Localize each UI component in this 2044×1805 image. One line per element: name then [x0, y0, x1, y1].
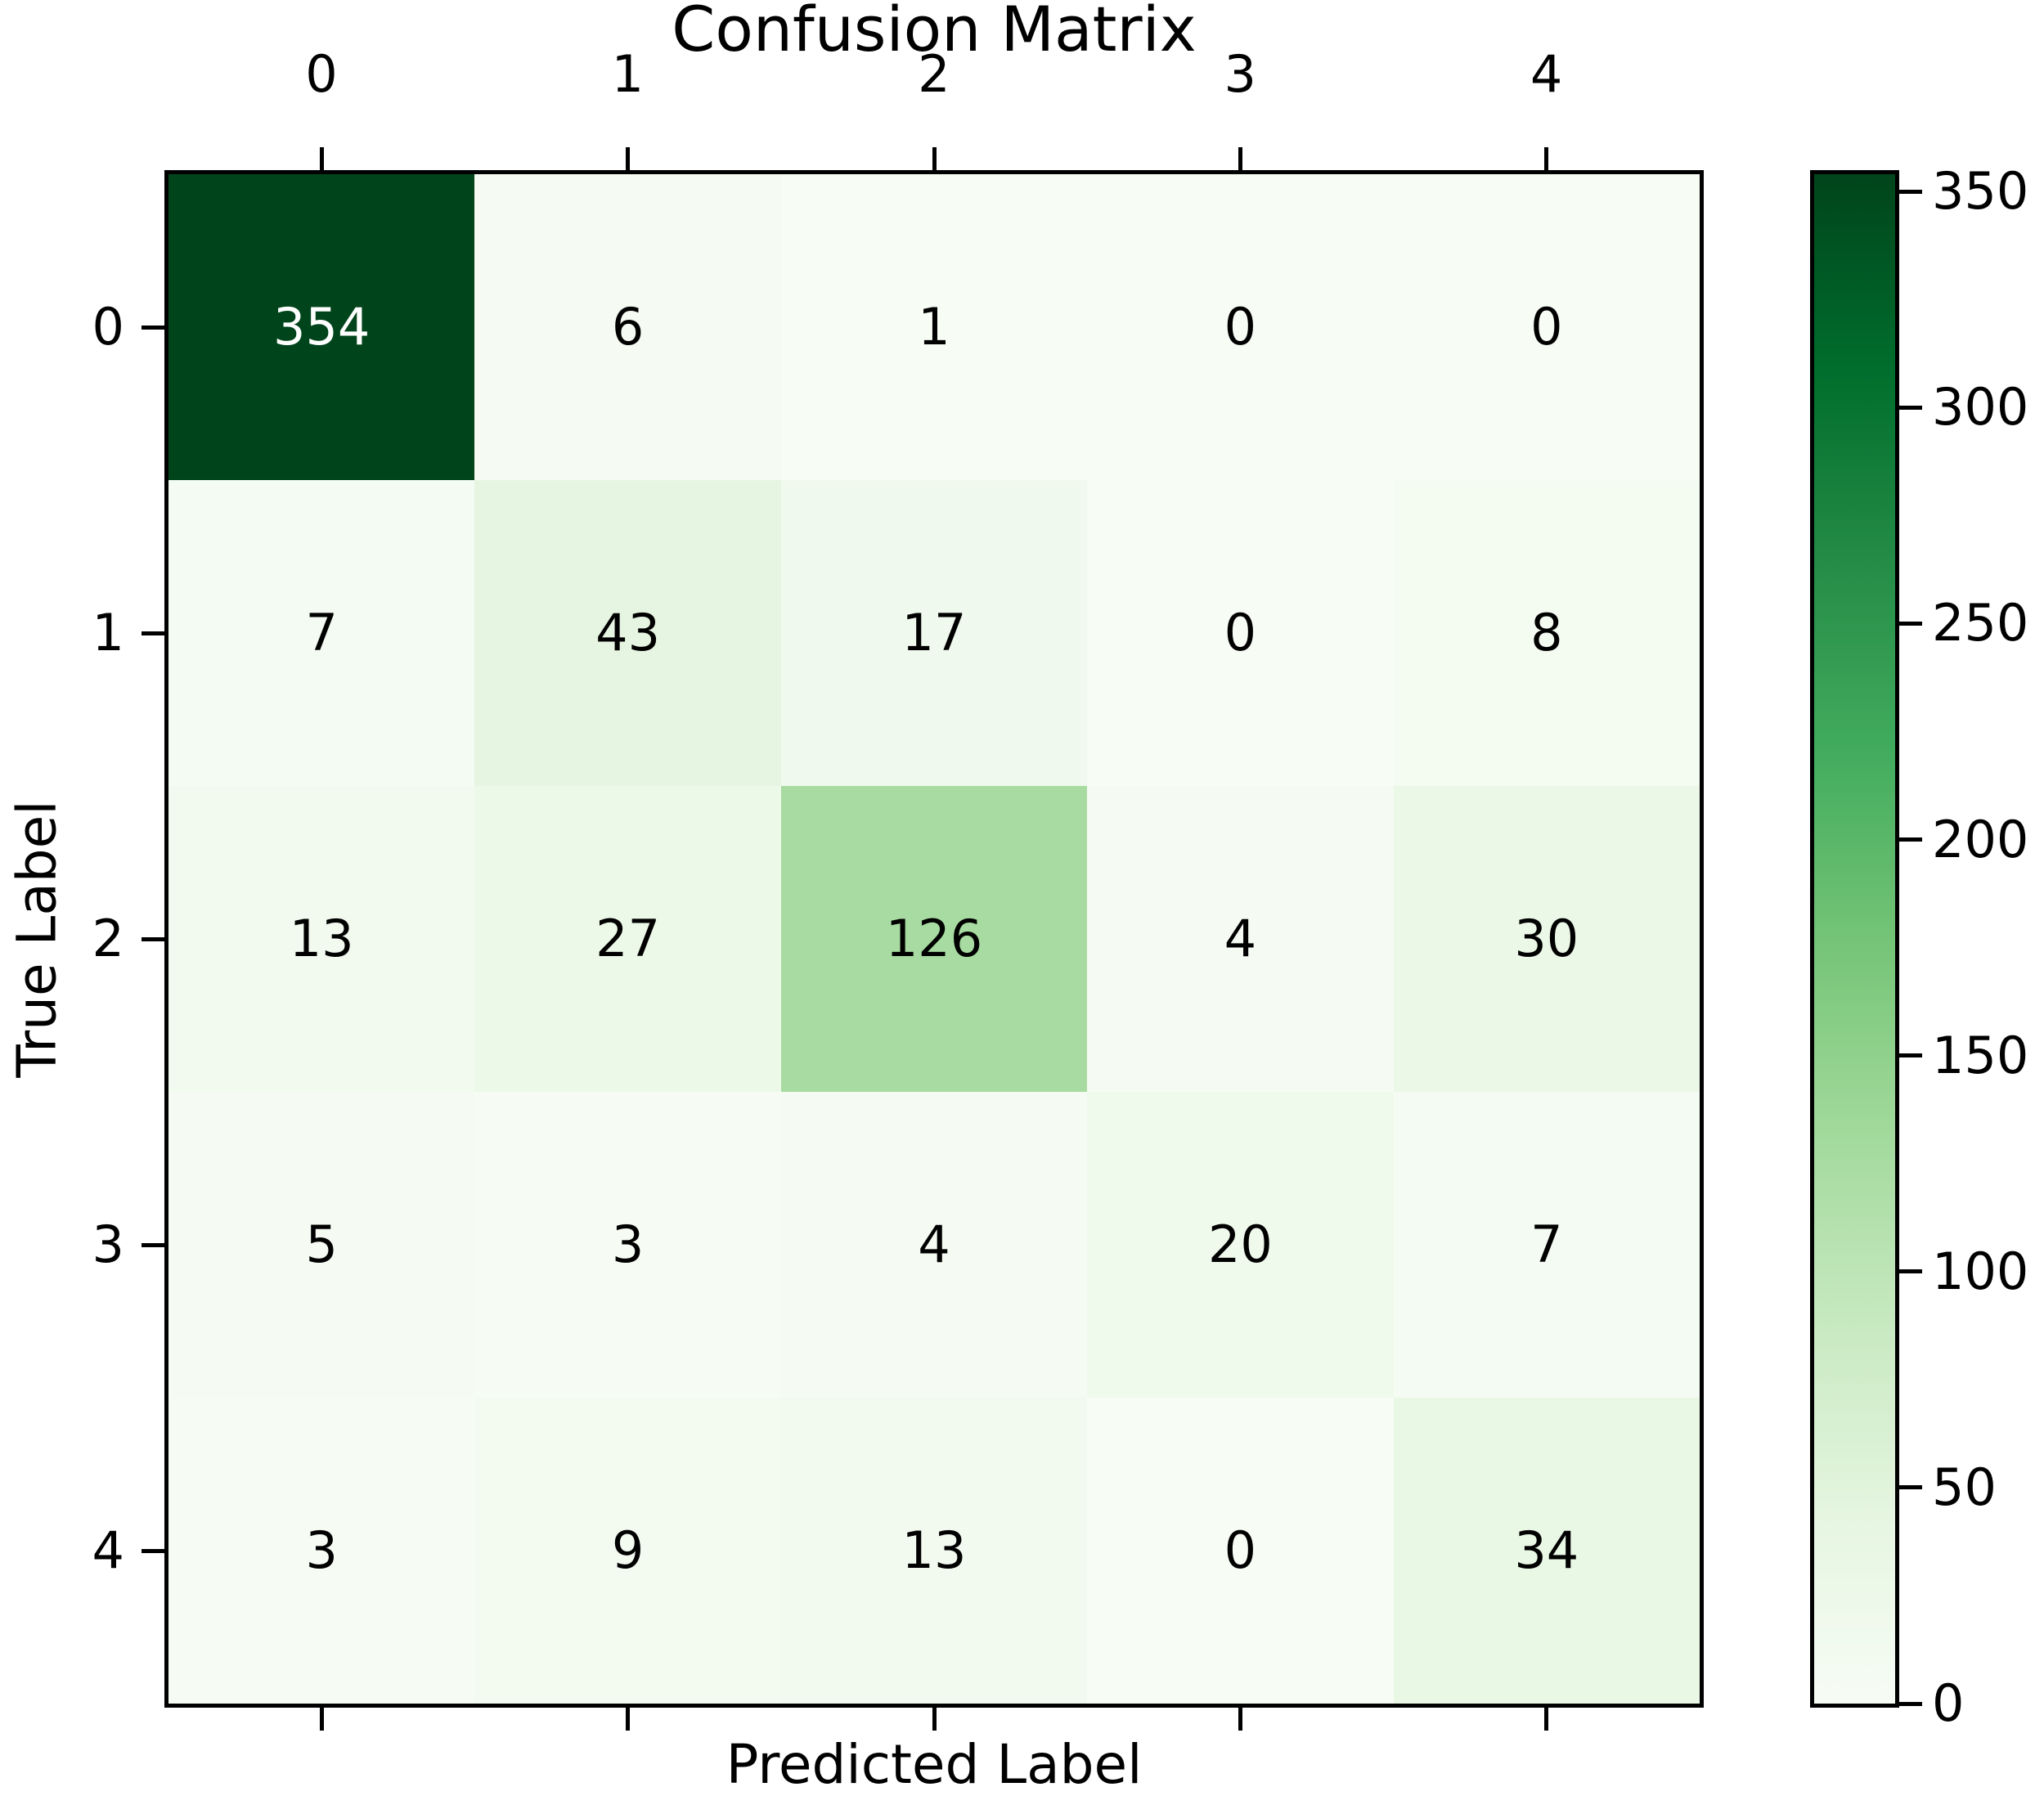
heatmap-cell-r0c1: 6	[474, 174, 781, 480]
x-tick-mark-top	[1238, 147, 1242, 170]
x-tick-label: 0	[305, 44, 338, 104]
plot-title: Confusion Matrix	[672, 0, 1197, 65]
cell-value: 4	[1224, 909, 1257, 968]
heatmap-cell-r3c1: 3	[474, 1092, 781, 1398]
heatmap-cell-r4c2: 13	[780, 1398, 1088, 1704]
x-tick-mark-bottom	[1544, 1708, 1549, 1731]
cell-value: 1	[918, 297, 950, 357]
heatmap-cell-r1c3: 0	[1087, 480, 1394, 786]
cell-value: 5	[305, 1215, 338, 1274]
heatmap-cell-r3c2: 4	[780, 1092, 1088, 1398]
x-tick-mark-bottom	[1238, 1708, 1242, 1731]
cell-value: 34	[1514, 1520, 1579, 1580]
colorbar-tick-mark	[1899, 1269, 1922, 1274]
cell-value: 0	[1224, 1520, 1257, 1580]
y-tick-mark	[142, 1242, 164, 1247]
y-tick-mark	[142, 1548, 164, 1553]
heatmap-cell-r4c3: 0	[1087, 1398, 1394, 1704]
cell-value: 4	[918, 1215, 950, 1274]
heatmap-cell-r3c4: 7	[1393, 1092, 1700, 1398]
heatmap-cell-r4c1: 9	[474, 1398, 781, 1704]
x-tick-mark-bottom	[626, 1708, 631, 1731]
heatmap-cell-r3c3: 20	[1087, 1092, 1394, 1398]
x-tick-label: 4	[1530, 44, 1563, 104]
cell-value: 17	[901, 603, 967, 662]
heatmap-cell-r1c0: 7	[168, 480, 475, 786]
colorbar-tick-mark	[1899, 1053, 1922, 1058]
colorbar-tick-label: 50	[1932, 1457, 1997, 1517]
y-tick-label: 1	[92, 603, 124, 662]
x-tick-mark-bottom	[932, 1708, 937, 1731]
cell-value: 30	[1514, 909, 1579, 968]
y-tick-mark	[142, 936, 164, 941]
heatmap-cell-r2c1: 27	[474, 786, 781, 1092]
x-tick-mark-top	[932, 147, 937, 170]
heatmap-cell-r2c2: 126	[780, 786, 1088, 1092]
cell-value: 3	[305, 1520, 338, 1580]
cell-value: 27	[595, 909, 661, 968]
colorbar-tick-mark	[1899, 837, 1922, 842]
x-axis-label: Predicted Label	[726, 1733, 1143, 1796]
cell-value: 43	[595, 603, 661, 662]
heatmap-cell-r0c3: 0	[1087, 174, 1394, 480]
colorbar-tick-label: 300	[1932, 377, 2029, 438]
cell-value: 13	[289, 909, 354, 968]
heatmap-cell-r4c4: 34	[1393, 1398, 1700, 1704]
cell-value: 0	[1224, 297, 1257, 357]
colorbar-tick-label: 250	[1932, 593, 2029, 653]
colorbar-tick-label: 350	[1932, 161, 2029, 222]
colorbar-tick-mark	[1899, 405, 1922, 410]
colorbar-tick-label: 100	[1932, 1241, 2029, 1301]
cell-value: 7	[305, 603, 338, 662]
heatmap-cell-r1c1: 43	[474, 480, 781, 786]
cell-value: 20	[1207, 1215, 1273, 1274]
y-tick-mark	[142, 631, 164, 635]
cell-value: 9	[611, 1520, 645, 1580]
colorbar-tick-label: 0	[1932, 1673, 1965, 1733]
cell-value: 0	[1224, 603, 1257, 662]
colorbar-tick-mark	[1899, 189, 1922, 194]
heatmap-cell-r0c2: 1	[780, 174, 1088, 480]
colorbar	[1810, 170, 1899, 1708]
colorbar-tick-label: 150	[1932, 1025, 2029, 1085]
cell-value: 8	[1530, 603, 1563, 662]
x-tick-label: 3	[1224, 44, 1256, 104]
heatmap-cell-r2c0: 13	[168, 786, 475, 1092]
heatmap-grid: 354 6 1 0 0 7 43 17 0 8 13 27 126 4 30 5 3 4 20 7 3 9 13 0 34	[164, 170, 1704, 1708]
x-tick-mark-top	[1544, 147, 1549, 170]
heatmap-cell-r1c2: 17	[780, 480, 1088, 786]
cell-value: 7	[1530, 1215, 1563, 1274]
x-tick-label: 2	[918, 44, 950, 104]
heatmap-cell-r3c0: 5	[168, 1092, 475, 1398]
y-tick-label: 4	[92, 1520, 124, 1580]
colorbar-tick-mark	[1899, 1485, 1922, 1490]
heatmap-cell-r0c4: 0	[1393, 174, 1700, 480]
heatmap-cell-r2c3: 4	[1087, 786, 1394, 1092]
cell-value: 13	[901, 1520, 967, 1580]
x-tick-mark-bottom	[319, 1708, 324, 1731]
y-tick-label: 0	[92, 297, 124, 357]
heatmap-cell-r4c0: 3	[168, 1398, 475, 1704]
cell-value: 0	[1530, 297, 1563, 357]
colorbar-tick-mark	[1899, 1701, 1922, 1706]
colorbar-tick-mark	[1899, 621, 1922, 626]
y-tick-label: 3	[92, 1215, 124, 1274]
heatmap-cell-r0c0: 354	[168, 174, 475, 480]
y-axis-label: True Label	[5, 800, 69, 1078]
colorbar-tick-label: 200	[1932, 809, 2029, 869]
x-tick-mark-top	[626, 147, 631, 170]
y-tick-mark	[142, 325, 164, 330]
heatmap-cell-r1c4: 8	[1393, 480, 1700, 786]
cell-value: 3	[611, 1215, 645, 1274]
cell-value: 354	[273, 297, 371, 357]
heatmap-cell-r2c4: 30	[1393, 786, 1700, 1092]
cell-value: 6	[611, 297, 645, 357]
y-tick-label: 2	[92, 909, 124, 968]
cell-value: 126	[885, 909, 983, 968]
x-tick-mark-top	[319, 147, 324, 170]
x-tick-label: 1	[611, 44, 645, 104]
